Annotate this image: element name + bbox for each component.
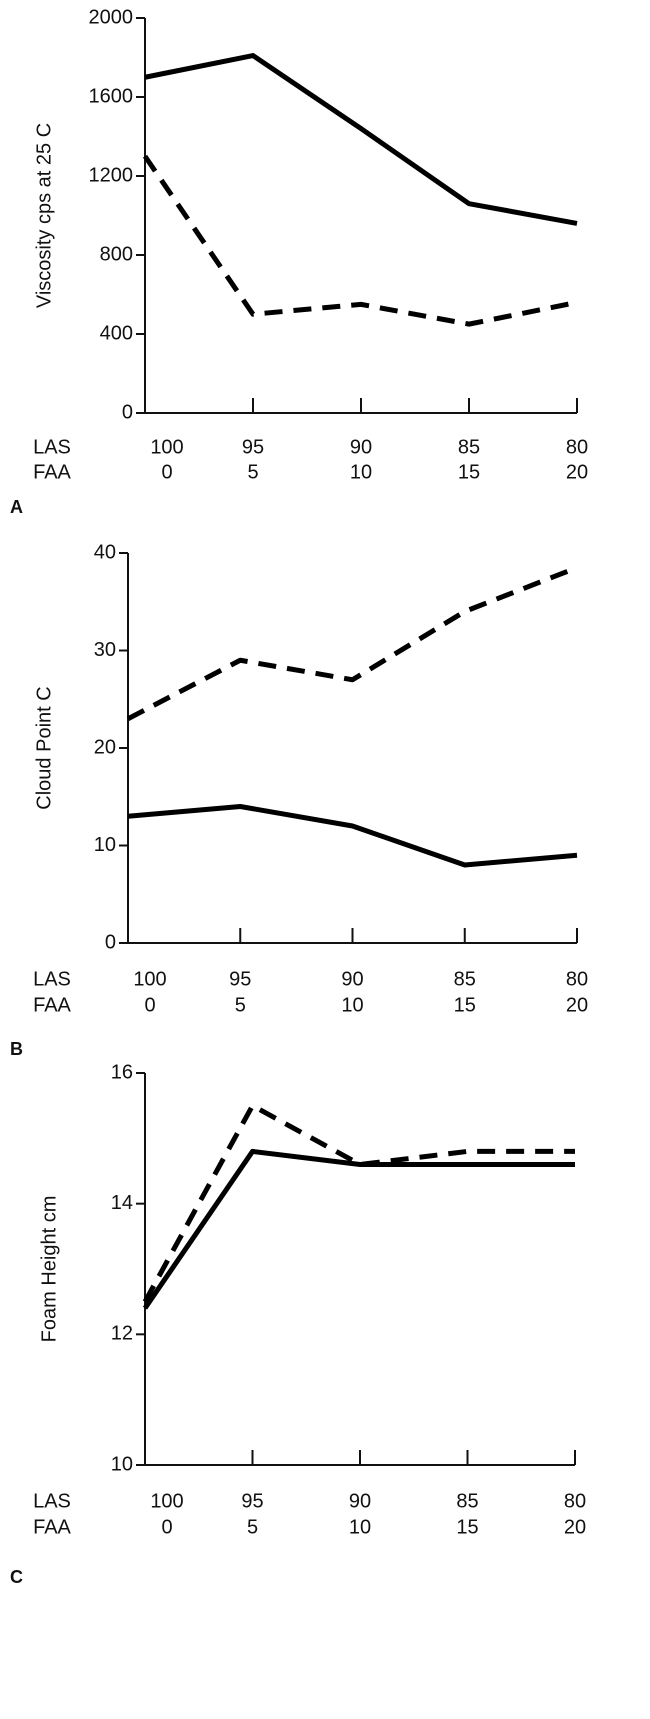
y-tick-label: 2000 bbox=[89, 6, 134, 28]
x-tick-label: 100 bbox=[150, 1490, 183, 1512]
x-tick-label: 10 bbox=[349, 1516, 371, 1538]
y-axis-label: Cloud Point C bbox=[33, 686, 55, 809]
y-tick-label: 16 bbox=[111, 1061, 133, 1083]
x-row-label: LAS bbox=[33, 1490, 71, 1512]
y-tick-label: 800 bbox=[100, 243, 133, 265]
x-row-label: FAA bbox=[33, 1516, 71, 1538]
x-tick-label: 95 bbox=[242, 436, 264, 458]
y-tick-label: 10 bbox=[94, 834, 116, 856]
y-tick-label: 30 bbox=[94, 639, 116, 661]
y-tick-label: 40 bbox=[94, 541, 116, 563]
x-tick-label: 85 bbox=[454, 968, 476, 990]
x-tick-label: 95 bbox=[229, 968, 251, 990]
x-tick-label: 90 bbox=[349, 1490, 371, 1512]
y-axis-label: Foam Height cm bbox=[38, 1196, 60, 1343]
x-row-label: LAS bbox=[33, 436, 71, 458]
x-tick-label: 85 bbox=[456, 1490, 478, 1512]
y-tick-label: 12 bbox=[111, 1323, 133, 1345]
x-tick-label: 90 bbox=[350, 436, 372, 458]
x-tick-label: 80 bbox=[564, 1490, 586, 1512]
x-tick-label: 20 bbox=[566, 994, 588, 1016]
x-tick-label: 80 bbox=[566, 968, 588, 990]
x-tick-label: 100 bbox=[150, 436, 183, 458]
x-tick-label: 80 bbox=[566, 436, 588, 458]
data-line bbox=[142, 154, 578, 327]
x-tick-label: 85 bbox=[458, 436, 480, 458]
y-axis-label: Viscosity cps at 25 C bbox=[33, 123, 55, 308]
y-tick-label: 20 bbox=[94, 736, 116, 758]
x-row-label: FAA bbox=[33, 994, 71, 1016]
data-line bbox=[142, 1103, 575, 1303]
x-tick-label: 100 bbox=[133, 968, 166, 990]
y-tick-label: 400 bbox=[100, 322, 133, 344]
x-tick-label: 5 bbox=[247, 1516, 258, 1538]
data-line bbox=[127, 804, 578, 868]
data-line bbox=[126, 565, 578, 721]
x-tick-label: 0 bbox=[161, 1516, 172, 1538]
x-tick-label: 90 bbox=[341, 968, 363, 990]
x-tick-label: 10 bbox=[350, 461, 372, 483]
x-tick-label: 15 bbox=[458, 461, 480, 483]
panel-letter: B bbox=[10, 1039, 23, 1059]
x-tick-label: 15 bbox=[456, 1516, 478, 1538]
panel-letter: A bbox=[10, 497, 23, 517]
x-tick-label: 10 bbox=[341, 994, 363, 1016]
y-tick-label: 10 bbox=[111, 1453, 133, 1475]
x-tick-label: 20 bbox=[566, 461, 588, 483]
y-tick-label: 1200 bbox=[89, 164, 134, 186]
panel-letter: C bbox=[10, 1567, 23, 1587]
x-tick-label: 5 bbox=[235, 994, 246, 1016]
x-row-label: LAS bbox=[33, 968, 71, 990]
data-line bbox=[142, 1148, 575, 1310]
x-tick-label: 5 bbox=[247, 461, 258, 483]
y-tick-label: 1600 bbox=[89, 85, 134, 107]
y-tick-label: 0 bbox=[105, 931, 116, 953]
y-tick-label: 14 bbox=[111, 1192, 133, 1214]
x-tick-label: 0 bbox=[144, 994, 155, 1016]
y-tick-label: 0 bbox=[122, 401, 133, 423]
x-tick-label: 15 bbox=[454, 994, 476, 1016]
x-tick-label: 0 bbox=[161, 461, 172, 483]
x-tick-label: 20 bbox=[564, 1516, 586, 1538]
x-row-label: FAA bbox=[33, 461, 71, 483]
x-tick-label: 95 bbox=[241, 1490, 263, 1512]
data-line bbox=[144, 53, 578, 226]
